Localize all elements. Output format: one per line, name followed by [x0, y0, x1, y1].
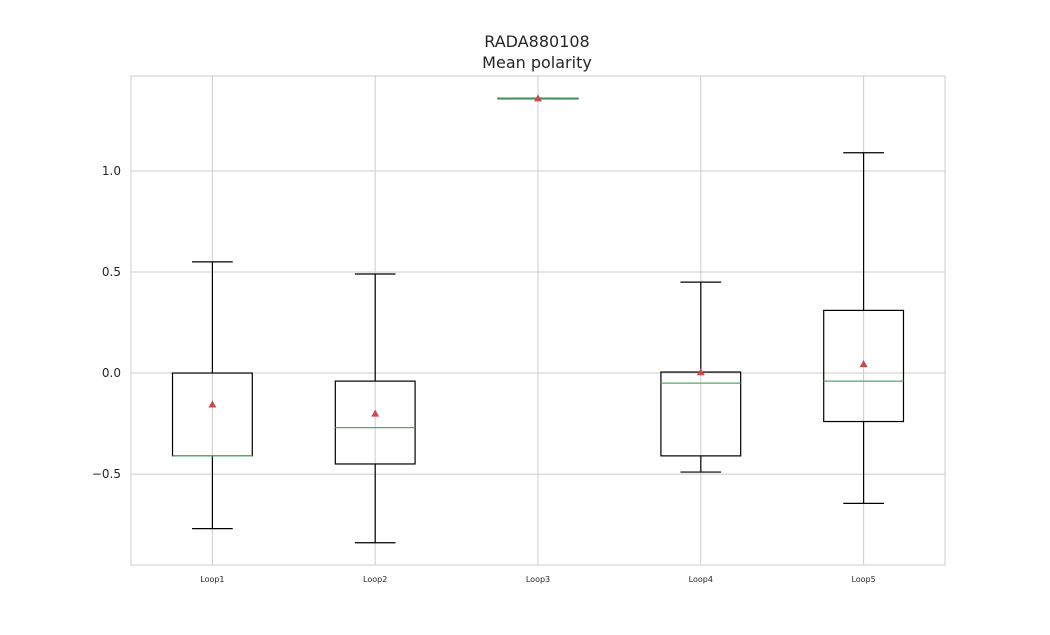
y-tick-label: −0.5	[92, 467, 121, 481]
grid-lines	[131, 76, 945, 565]
y-tick-label: 0.5	[102, 265, 121, 279]
chart-title: RADA880108	[484, 32, 589, 51]
box-loop3	[497, 94, 579, 102]
x-tick-label: Loop3	[526, 575, 550, 584]
x-tick-label: Loop4	[689, 575, 713, 584]
mean-marker	[208, 400, 217, 408]
x-tick-label: Loop1	[200, 575, 224, 584]
mean-marker	[859, 359, 868, 368]
mean-marker	[696, 368, 705, 376]
x-tick-label: Loop2	[363, 575, 387, 584]
y-tick-label: 0.0	[102, 366, 121, 380]
box-loop5	[823, 152, 905, 504]
mean-marker	[371, 409, 380, 417]
box-iqr	[334, 380, 416, 465]
box-loop4	[660, 281, 742, 473]
x-tick-label: Loop5	[851, 575, 875, 584]
chart-subtitle: Mean polarity	[482, 53, 592, 72]
mean-marker	[534, 94, 542, 102]
box-loop2	[334, 273, 416, 544]
y-tick-label: 1.0	[102, 164, 121, 178]
plot-frame	[130, 75, 946, 566]
box-layer	[171, 94, 905, 544]
tick-labels: −0.5 0.0 0.5 1.0 Loop1 Loop2 Loop3 Loop4 Loop5	[92, 164, 876, 584]
box-loop1	[171, 261, 253, 530]
box-iqr	[823, 309, 905, 423]
